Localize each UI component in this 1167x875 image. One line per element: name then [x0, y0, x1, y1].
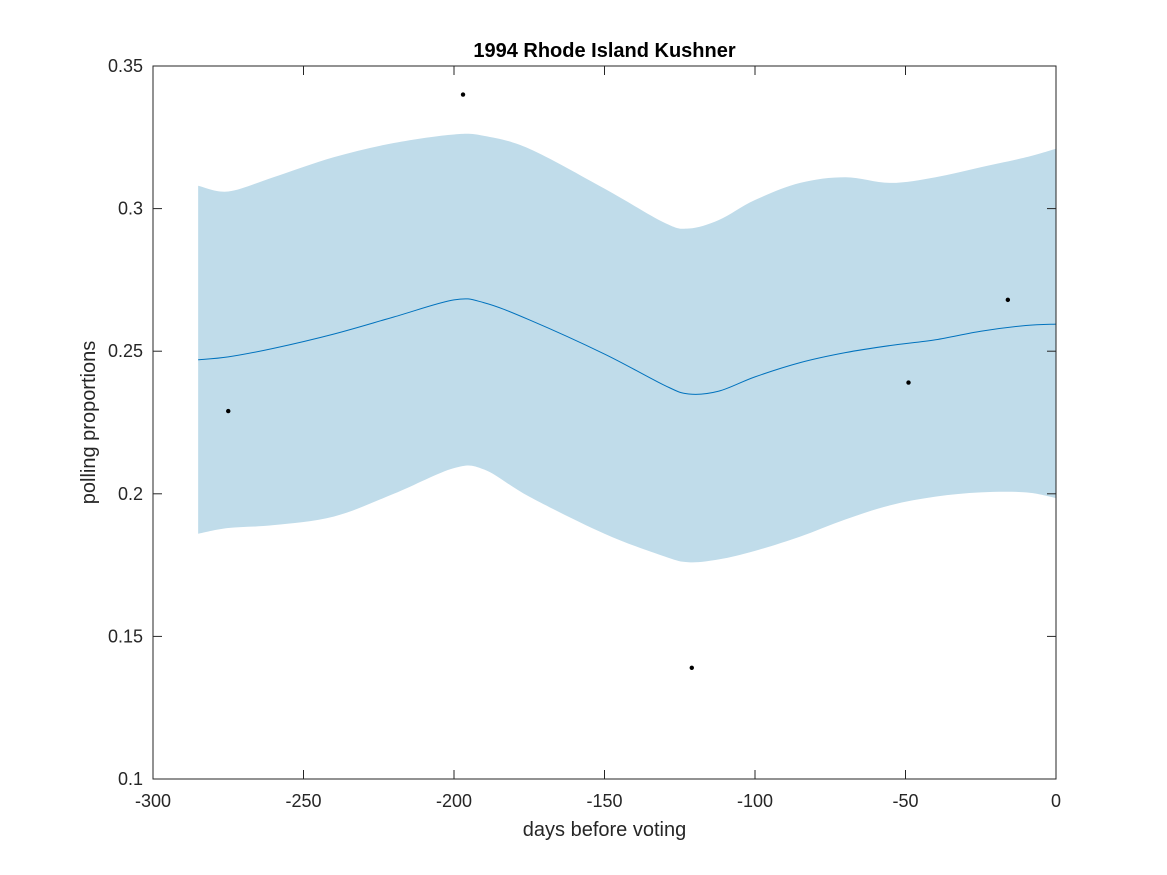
x-tick-label: -300 [135, 791, 171, 811]
poll-point-1 [226, 408, 231, 414]
x-tick-label: -250 [285, 791, 321, 811]
y-tick-label: 0.2 [118, 484, 143, 504]
y-tick-label: 0.15 [108, 626, 143, 646]
x-tick-label: -200 [436, 791, 472, 811]
poll-point-5 [1005, 297, 1011, 303]
mean-trend-line [198, 298, 1057, 395]
poll-point-4 [906, 380, 911, 385]
y-axis-label: polling proportions [78, 341, 100, 504]
y-tick-label: 0.35 [108, 56, 143, 76]
confidence-band [198, 133, 1056, 563]
x-tick-label: -100 [737, 791, 773, 811]
x-tick-label: -50 [892, 791, 918, 811]
x-axis-ticks: -300 -250 -200 -150 -100 -50 0 [135, 66, 1061, 811]
y-tick-label: 0.3 [118, 199, 143, 219]
y-tick-label: 0.25 [108, 341, 143, 361]
x-tick-label: 0 [1051, 791, 1061, 811]
y-tick-label: 0.1 [118, 769, 143, 789]
x-tick-label: -150 [586, 791, 622, 811]
y-axis-ticks: 0.1 0.15 0.2 0.25 0.3 0.35 [108, 56, 1056, 789]
x-axis-label: days before voting [523, 819, 686, 841]
poll-point-2 [460, 92, 466, 97]
chart-title: 1994 Rhode Island Kushner [473, 40, 736, 62]
poll-points [226, 92, 1011, 670]
poll-point-3 [689, 665, 694, 670]
